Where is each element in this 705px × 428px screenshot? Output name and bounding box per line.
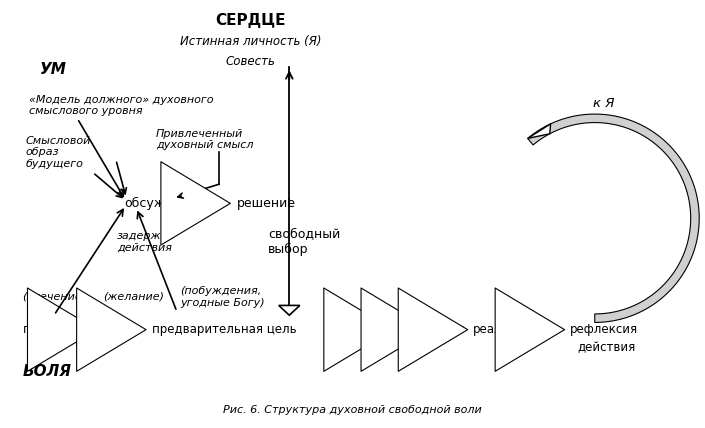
- Text: предварительная цель: предварительная цель: [152, 323, 297, 336]
- Text: «Модель должного» духовного
смыслового уровня: «Модель должного» духовного смыслового у…: [30, 95, 214, 116]
- Polygon shape: [278, 306, 300, 315]
- Text: Истинная личность (Я): Истинная личность (Я): [180, 35, 321, 48]
- Text: свободный
выбор: свободный выбор: [268, 228, 341, 256]
- Text: рефлексия: рефлексия: [570, 323, 638, 336]
- Text: намерение: намерение: [323, 323, 392, 336]
- Text: Совесть: Совесть: [226, 55, 276, 68]
- Text: УМ: УМ: [40, 62, 67, 77]
- Text: потребность: потребность: [23, 323, 102, 336]
- Text: к Я: к Я: [594, 97, 615, 110]
- Text: Смысловой
образ
будущего: Смысловой образ будущего: [26, 136, 92, 169]
- Text: Рис. 6. Структура духовной свободной воли: Рис. 6. Структура духовной свободной вол…: [223, 405, 482, 416]
- Text: реализация: реализация: [473, 323, 547, 336]
- Text: решение: решение: [237, 197, 295, 210]
- Text: план: план: [436, 323, 466, 336]
- Text: (желание): (желание): [103, 292, 164, 302]
- Text: СЕРДЦЕ: СЕРДЦЕ: [216, 13, 286, 28]
- Text: Привлеченный
духовный смысл: Привлеченный духовный смысл: [156, 129, 253, 150]
- Text: обсуждение: обсуждение: [124, 197, 206, 210]
- Text: действия: действия: [577, 342, 635, 354]
- Text: мотив: мотив: [105, 323, 143, 336]
- Text: (влечение): (влечение): [23, 292, 87, 302]
- Polygon shape: [527, 114, 699, 322]
- Text: цель: цель: [400, 323, 429, 336]
- Text: (побуждения,
угодные Богу): (побуждения, угодные Богу): [180, 286, 265, 308]
- Polygon shape: [527, 124, 551, 138]
- Text: ВОЛЯ: ВОЛЯ: [23, 364, 71, 379]
- Text: задержка
действия: задержка действия: [117, 231, 176, 253]
